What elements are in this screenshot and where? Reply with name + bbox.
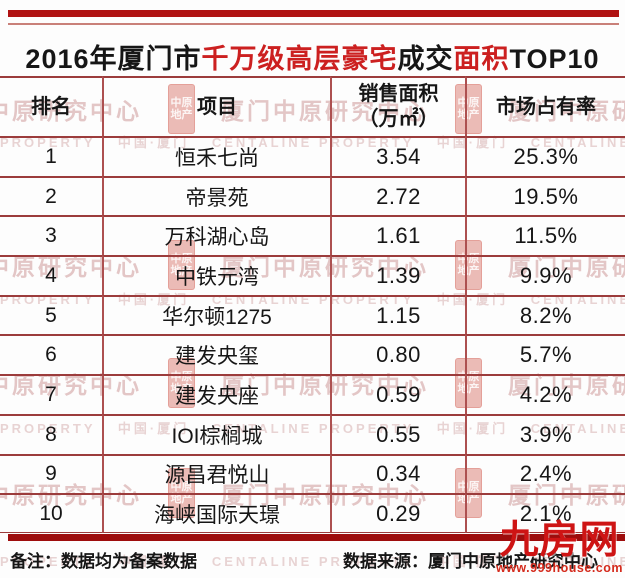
site-logo: 九房网 www.999house.com xyxy=(496,521,623,575)
table-row: 4 中铁元湾 1.39 9.9% xyxy=(0,255,625,295)
cell-project: 建发央座 xyxy=(102,374,330,414)
page-title: 2016年厦门市千万级高层豪宅成交面积TOP10 xyxy=(0,37,625,76)
header-rank: 排名 xyxy=(0,76,102,136)
title-segment: 千万级高层豪宅 xyxy=(201,44,398,74)
table-body: 1 恒禾七尚 3.54 25.3% 2 帝景苑 2.72 19.5% 3 万科湖心岛 1.61 11.… xyxy=(0,136,625,533)
cell-area: 2.72 xyxy=(330,175,465,216)
cell-project: 海峡国际天璟 xyxy=(102,493,330,533)
table-header-row: 排名 项目 销售面积 （万㎡） 市场占有率 xyxy=(0,76,625,136)
cell-rank: 3 xyxy=(0,215,102,255)
cell-rank: 2 xyxy=(0,175,102,216)
cell-share: 4.2% xyxy=(465,374,625,414)
cell-project: 建发央玺 xyxy=(102,334,330,375)
table-row: 5 华尔顿1275 1.15 8.2% xyxy=(0,294,625,335)
cell-area: 1.39 xyxy=(330,255,465,295)
cell-share: 11.5% xyxy=(465,215,625,256)
title-segment: TOP10 xyxy=(509,44,600,74)
cell-area: 0.55 xyxy=(330,413,465,454)
top-bar xyxy=(8,10,619,17)
cell-area: 0.34 xyxy=(330,453,465,494)
title-segment: 2016年厦门市 xyxy=(25,44,202,74)
site-logo-url: www.999house.com xyxy=(495,561,623,575)
cell-rank: 1 xyxy=(0,136,102,176)
site-logo-text: 九房网 xyxy=(499,519,620,562)
cell-rank: 10 xyxy=(0,493,102,533)
cell-share: 19.5% xyxy=(465,175,625,216)
table-row: 3 万科湖心岛 1.61 11.5% xyxy=(0,215,625,256)
header-project: 项目 xyxy=(102,76,330,136)
cell-area: 0.80 xyxy=(330,334,465,375)
cell-rank: 6 xyxy=(0,334,102,374)
footer-note: 备注：数据均为备案数据 xyxy=(10,552,197,571)
table-row: 10 海峡国际天璟 0.29 2.1% xyxy=(0,493,625,533)
cell-rank: 5 xyxy=(0,294,102,335)
header-share: 市场占有率 xyxy=(465,76,625,136)
cell-area: 3.54 xyxy=(330,136,465,176)
title-segment: 成交 xyxy=(397,44,454,74)
table-row: 8 IOI棕榈城 0.55 3.9% xyxy=(0,413,625,454)
cell-area: 0.59 xyxy=(330,374,465,414)
cell-share: 3.9% xyxy=(465,413,625,454)
cell-share: 5.7% xyxy=(465,334,625,375)
title-segment: 面积 xyxy=(453,44,510,74)
cell-rank: 7 xyxy=(0,374,102,414)
top-bar-thin-line xyxy=(8,23,619,25)
table-row: 9 源昌君悦山 0.34 2.4% xyxy=(0,453,625,494)
cell-area: 1.61 xyxy=(330,215,465,256)
cell-rank: 4 xyxy=(0,255,102,295)
ranking-table: 排名 项目 销售面积 （万㎡） 市场占有率 1 恒禾七尚 3.54 25.3% 2 帝景苑… xyxy=(0,76,625,533)
cell-project: 恒禾七尚 xyxy=(102,136,330,176)
cell-share: 9.9% xyxy=(465,255,625,295)
cell-rank: 9 xyxy=(0,453,102,494)
header-area: 销售面积 （万㎡） xyxy=(330,76,465,136)
cell-share: 2.4% xyxy=(465,453,625,494)
cell-share: 2.1% xyxy=(465,493,625,533)
table-row: 1 恒禾七尚 3.54 25.3% xyxy=(0,136,625,176)
cell-share: 8.2% xyxy=(465,294,625,335)
cell-project: 帝景苑 xyxy=(102,175,330,216)
cell-rank: 8 xyxy=(0,413,102,454)
cell-project: 万科湖心岛 xyxy=(102,215,330,256)
cell-project: 华尔顿1275 xyxy=(102,294,330,335)
footer-source: 数据来源：厦门中原地产研究中心 xyxy=(343,552,598,571)
cell-area: 1.15 xyxy=(330,294,465,335)
cell-project: 源昌君悦山 xyxy=(102,453,330,494)
table-row: 6 建发央玺 0.80 5.7% xyxy=(0,334,625,375)
cell-share: 25.3% xyxy=(465,136,625,176)
table-row: 7 建发央座 0.59 4.2% xyxy=(0,374,625,414)
cell-area: 0.29 xyxy=(330,493,465,533)
bottom-bar xyxy=(8,534,625,541)
cell-project: 中铁元湾 xyxy=(102,255,330,295)
table-row: 2 帝景苑 2.72 19.5% xyxy=(0,175,625,216)
cell-project: IOI棕榈城 xyxy=(102,413,330,454)
